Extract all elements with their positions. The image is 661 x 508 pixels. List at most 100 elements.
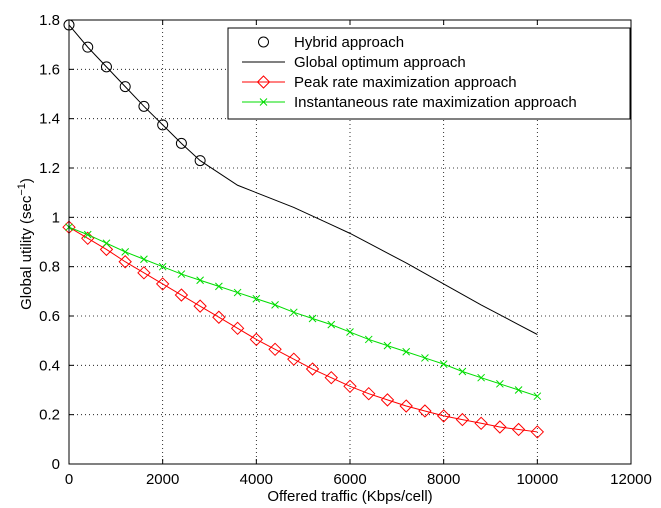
y-tick-label: 0.8 bbox=[39, 259, 60, 276]
data-point bbox=[439, 360, 448, 368]
y-tick-label: 1.4 bbox=[39, 111, 60, 128]
grid-lines bbox=[69, 20, 631, 464]
data-point bbox=[533, 392, 542, 401]
data-point bbox=[174, 288, 189, 302]
data-point bbox=[514, 386, 523, 394]
y-tick-label: 0.4 bbox=[39, 357, 60, 374]
data-point bbox=[402, 347, 411, 356]
legend-label: Global optimum approach bbox=[294, 54, 466, 71]
data-point bbox=[496, 379, 504, 388]
data-point bbox=[140, 255, 148, 264]
y-tick-label: 1 bbox=[52, 209, 60, 226]
legend-marker bbox=[259, 98, 268, 106]
y-tick-label: 0.6 bbox=[39, 308, 60, 325]
series-instantaneous-rate-maximization-approach bbox=[65, 223, 542, 401]
data-point bbox=[249, 332, 264, 347]
x-tick-label: 8000 bbox=[427, 471, 460, 488]
data-point bbox=[418, 404, 432, 418]
legend-entry: Hybrid approach bbox=[258, 34, 404, 51]
data-point bbox=[157, 119, 169, 131]
data-point bbox=[458, 367, 467, 376]
data-point bbox=[177, 270, 186, 278]
series-layer bbox=[62, 19, 545, 439]
legend-marker bbox=[256, 75, 271, 89]
legend-entry: Global optimum approach bbox=[242, 54, 466, 71]
data-point bbox=[287, 352, 301, 366]
data-point bbox=[252, 294, 261, 303]
data-point bbox=[383, 341, 392, 350]
data-point bbox=[215, 282, 223, 291]
data-point bbox=[99, 242, 114, 257]
x-tick-label: 12000 bbox=[610, 471, 652, 488]
y-tick-label: 0 bbox=[52, 456, 60, 473]
data-point bbox=[233, 288, 242, 297]
data-point bbox=[138, 100, 150, 112]
y-axis-label: Global utility (sec−1) bbox=[16, 178, 35, 310]
y-axis-label-superscript: −1 bbox=[16, 183, 28, 196]
data-point bbox=[193, 299, 207, 313]
data-point bbox=[230, 321, 245, 336]
x-tick-label: 0 bbox=[65, 471, 73, 488]
series-line bbox=[68, 24, 538, 335]
data-point bbox=[477, 373, 485, 382]
data-point bbox=[137, 266, 151, 280]
legend-marker bbox=[258, 36, 269, 48]
data-point bbox=[271, 301, 279, 309]
data-point bbox=[212, 310, 226, 324]
data-point bbox=[155, 277, 170, 291]
y-axis-label-close: ) bbox=[18, 178, 35, 183]
data-point bbox=[474, 416, 488, 431]
x-tick-labels: 0 2000 4000 6000 8000 10000 12000 bbox=[65, 471, 652, 488]
y-tick-label: 1.6 bbox=[39, 61, 60, 78]
data-point bbox=[175, 137, 187, 149]
legend-entry: Peak rate maximization approach bbox=[242, 74, 517, 91]
legend-label: Peak rate maximization approach bbox=[294, 74, 517, 91]
y-tick-labels: 0 0.2 0.4 0.6 0.8 1 1.2 1.4 1.6 1.8 bbox=[39, 12, 60, 473]
x-tick-label: 10000 bbox=[516, 471, 558, 488]
y-tick-label: 0.2 bbox=[39, 407, 60, 424]
legend-entry: Instantaneous rate maximization approach bbox=[242, 94, 577, 111]
data-point bbox=[511, 422, 526, 437]
data-point bbox=[82, 41, 94, 53]
data-point bbox=[327, 320, 336, 329]
data-point bbox=[399, 399, 413, 413]
data-point bbox=[121, 248, 130, 256]
data-point bbox=[305, 362, 320, 376]
data-point bbox=[308, 314, 317, 323]
series-hybrid-approach bbox=[63, 19, 206, 167]
data-point bbox=[102, 239, 111, 248]
y-tick-label: 1.8 bbox=[39, 12, 60, 29]
series-line bbox=[68, 226, 538, 433]
data-point bbox=[364, 335, 373, 344]
x-tick-label: 6000 bbox=[333, 471, 366, 488]
legend-label: Instantaneous rate maximization approach bbox=[294, 94, 577, 111]
data-point bbox=[493, 420, 507, 434]
data-point bbox=[158, 262, 167, 271]
legend-box bbox=[227, 27, 631, 120]
y-tick-label: 1.2 bbox=[39, 160, 60, 177]
legend-entries: Hybrid approach Global optimum approach Pe… bbox=[242, 34, 577, 111]
data-point bbox=[83, 230, 92, 239]
data-point bbox=[343, 379, 357, 394]
data-point bbox=[380, 393, 395, 407]
legend: Hybrid approach Global optimum approach Pe… bbox=[227, 27, 631, 120]
data-point bbox=[362, 386, 376, 401]
x-tick-label: 2000 bbox=[146, 471, 179, 488]
y-axis-label-main: Global utility (sec bbox=[18, 195, 35, 310]
series-global-optimum-approach bbox=[68, 24, 538, 335]
data-point bbox=[530, 425, 545, 439]
data-point bbox=[421, 354, 429, 362]
x-axis-label: Offered traffic (Kbps/cell) bbox=[267, 488, 432, 505]
series-line bbox=[68, 226, 538, 397]
legend-label: Hybrid approach bbox=[294, 34, 404, 51]
data-point bbox=[268, 342, 282, 357]
data-point bbox=[346, 328, 354, 336]
data-point bbox=[455, 412, 470, 427]
data-point bbox=[118, 255, 132, 269]
data-point bbox=[100, 61, 112, 73]
series-peak-rate-maximization-approach bbox=[62, 220, 545, 439]
data-point bbox=[436, 409, 451, 423]
data-point bbox=[194, 155, 206, 167]
data-point bbox=[324, 370, 338, 385]
